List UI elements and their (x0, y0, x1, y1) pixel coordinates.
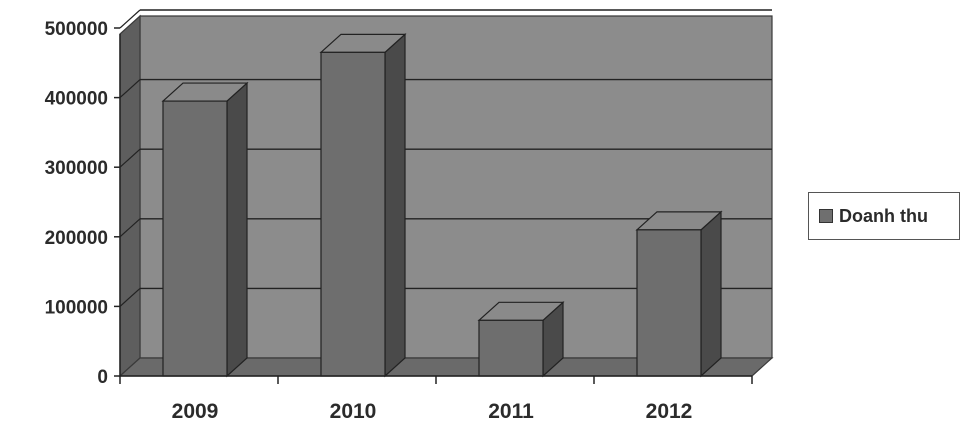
bars (161, 33, 723, 378)
y-tick-label: 300000 (45, 158, 108, 179)
y-tick-label: 200000 (45, 228, 108, 249)
y-tick-labels: 0 100000 200000 300000 400000 500000 (45, 19, 108, 388)
gridline-side (119, 287, 141, 307)
x-tick-label: 2011 (488, 400, 534, 422)
x-tick-labels: 2009 2010 2011 2012 (172, 400, 693, 422)
bar-side (226, 81, 248, 378)
bar-side (700, 210, 722, 378)
y-tick-label: 500000 (45, 19, 108, 40)
bar (161, 81, 249, 378)
y-tick-label: 100000 (45, 297, 108, 318)
bar-front (478, 319, 544, 377)
gridline-side (119, 79, 141, 99)
gridline-side (119, 9, 141, 29)
gridline-side (119, 148, 141, 168)
bar (319, 33, 407, 378)
bar-front (636, 229, 702, 377)
x-tick-label: 2010 (330, 400, 377, 422)
bar (635, 210, 723, 378)
bar (477, 300, 565, 378)
x-tick-label: 2012 (646, 400, 693, 422)
axes (114, 27, 753, 384)
y-tick-label: 0 (97, 367, 108, 388)
side-wall (119, 14, 141, 378)
bar-front (162, 100, 228, 377)
gridline-side (119, 218, 141, 238)
legend-swatch (819, 209, 833, 223)
y-tick-label: 400000 (45, 89, 108, 110)
legend: Doanh thu (808, 192, 960, 240)
bar-front (320, 51, 386, 377)
x-tick-label: 2009 (172, 400, 219, 422)
legend-label: Doanh thu (839, 205, 928, 226)
bar-side (384, 33, 406, 378)
